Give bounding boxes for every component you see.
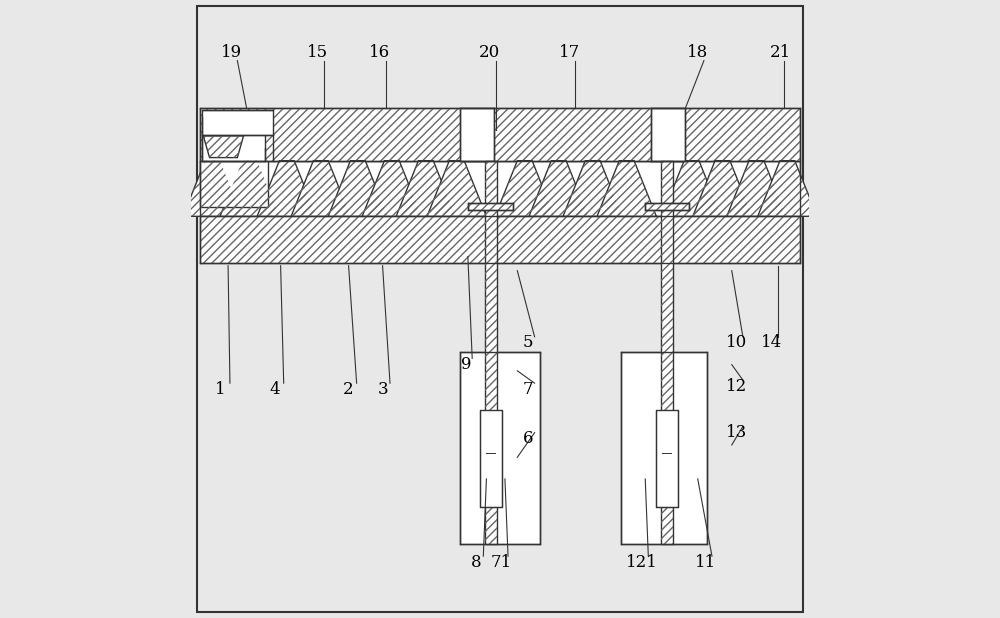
Bar (656, 410, 678, 507)
Text: 16: 16 (369, 44, 390, 61)
Text: 20: 20 (479, 44, 500, 61)
Text: 17: 17 (559, 44, 580, 61)
Bar (645, 203, 689, 210)
Text: 14: 14 (761, 334, 783, 352)
Text: 7: 7 (522, 381, 533, 398)
Bar (200, 161, 800, 216)
Polygon shape (495, 161, 554, 216)
Polygon shape (563, 161, 622, 216)
Text: 5: 5 (523, 334, 533, 352)
Bar (468, 203, 513, 210)
Text: 10: 10 (725, 334, 747, 352)
Bar (485, 161, 497, 544)
Text: 4: 4 (269, 381, 280, 398)
Polygon shape (257, 161, 316, 216)
Polygon shape (291, 161, 350, 216)
Text: 9: 9 (461, 356, 471, 373)
Text: 11: 11 (695, 554, 716, 571)
Polygon shape (758, 161, 817, 216)
Polygon shape (427, 161, 486, 216)
Bar (202, 110, 273, 135)
Bar (621, 352, 707, 544)
Text: 121: 121 (626, 554, 658, 571)
Bar (468, 203, 513, 210)
Bar (202, 133, 265, 161)
Polygon shape (529, 161, 588, 216)
Text: 18: 18 (687, 44, 708, 61)
Polygon shape (362, 161, 422, 216)
Text: 71: 71 (491, 554, 512, 571)
Text: 1: 1 (215, 381, 226, 398)
Bar (200, 108, 800, 161)
Polygon shape (220, 161, 279, 216)
Text: 12: 12 (725, 378, 747, 395)
Text: 15: 15 (307, 44, 328, 61)
Text: 19: 19 (221, 44, 242, 61)
Bar (460, 352, 540, 544)
Polygon shape (328, 161, 388, 216)
Bar (460, 108, 494, 161)
Polygon shape (203, 136, 244, 158)
Bar (485, 161, 497, 544)
Bar (200, 216, 800, 263)
Bar (661, 161, 673, 544)
Bar (480, 410, 502, 507)
Bar (200, 108, 800, 161)
Text: 3: 3 (377, 381, 388, 398)
Bar (200, 216, 800, 263)
Polygon shape (183, 161, 242, 216)
Polygon shape (727, 161, 786, 216)
Bar (645, 203, 689, 210)
Polygon shape (693, 161, 752, 216)
Polygon shape (662, 161, 721, 216)
Bar (651, 108, 685, 161)
Polygon shape (597, 161, 656, 216)
Bar (661, 161, 673, 544)
Bar (200, 161, 268, 207)
Text: 13: 13 (725, 424, 747, 441)
Text: 2: 2 (343, 381, 354, 398)
Text: 6: 6 (523, 430, 533, 447)
Text: 8: 8 (471, 554, 482, 571)
Polygon shape (396, 161, 456, 216)
Text: 21: 21 (769, 44, 791, 61)
